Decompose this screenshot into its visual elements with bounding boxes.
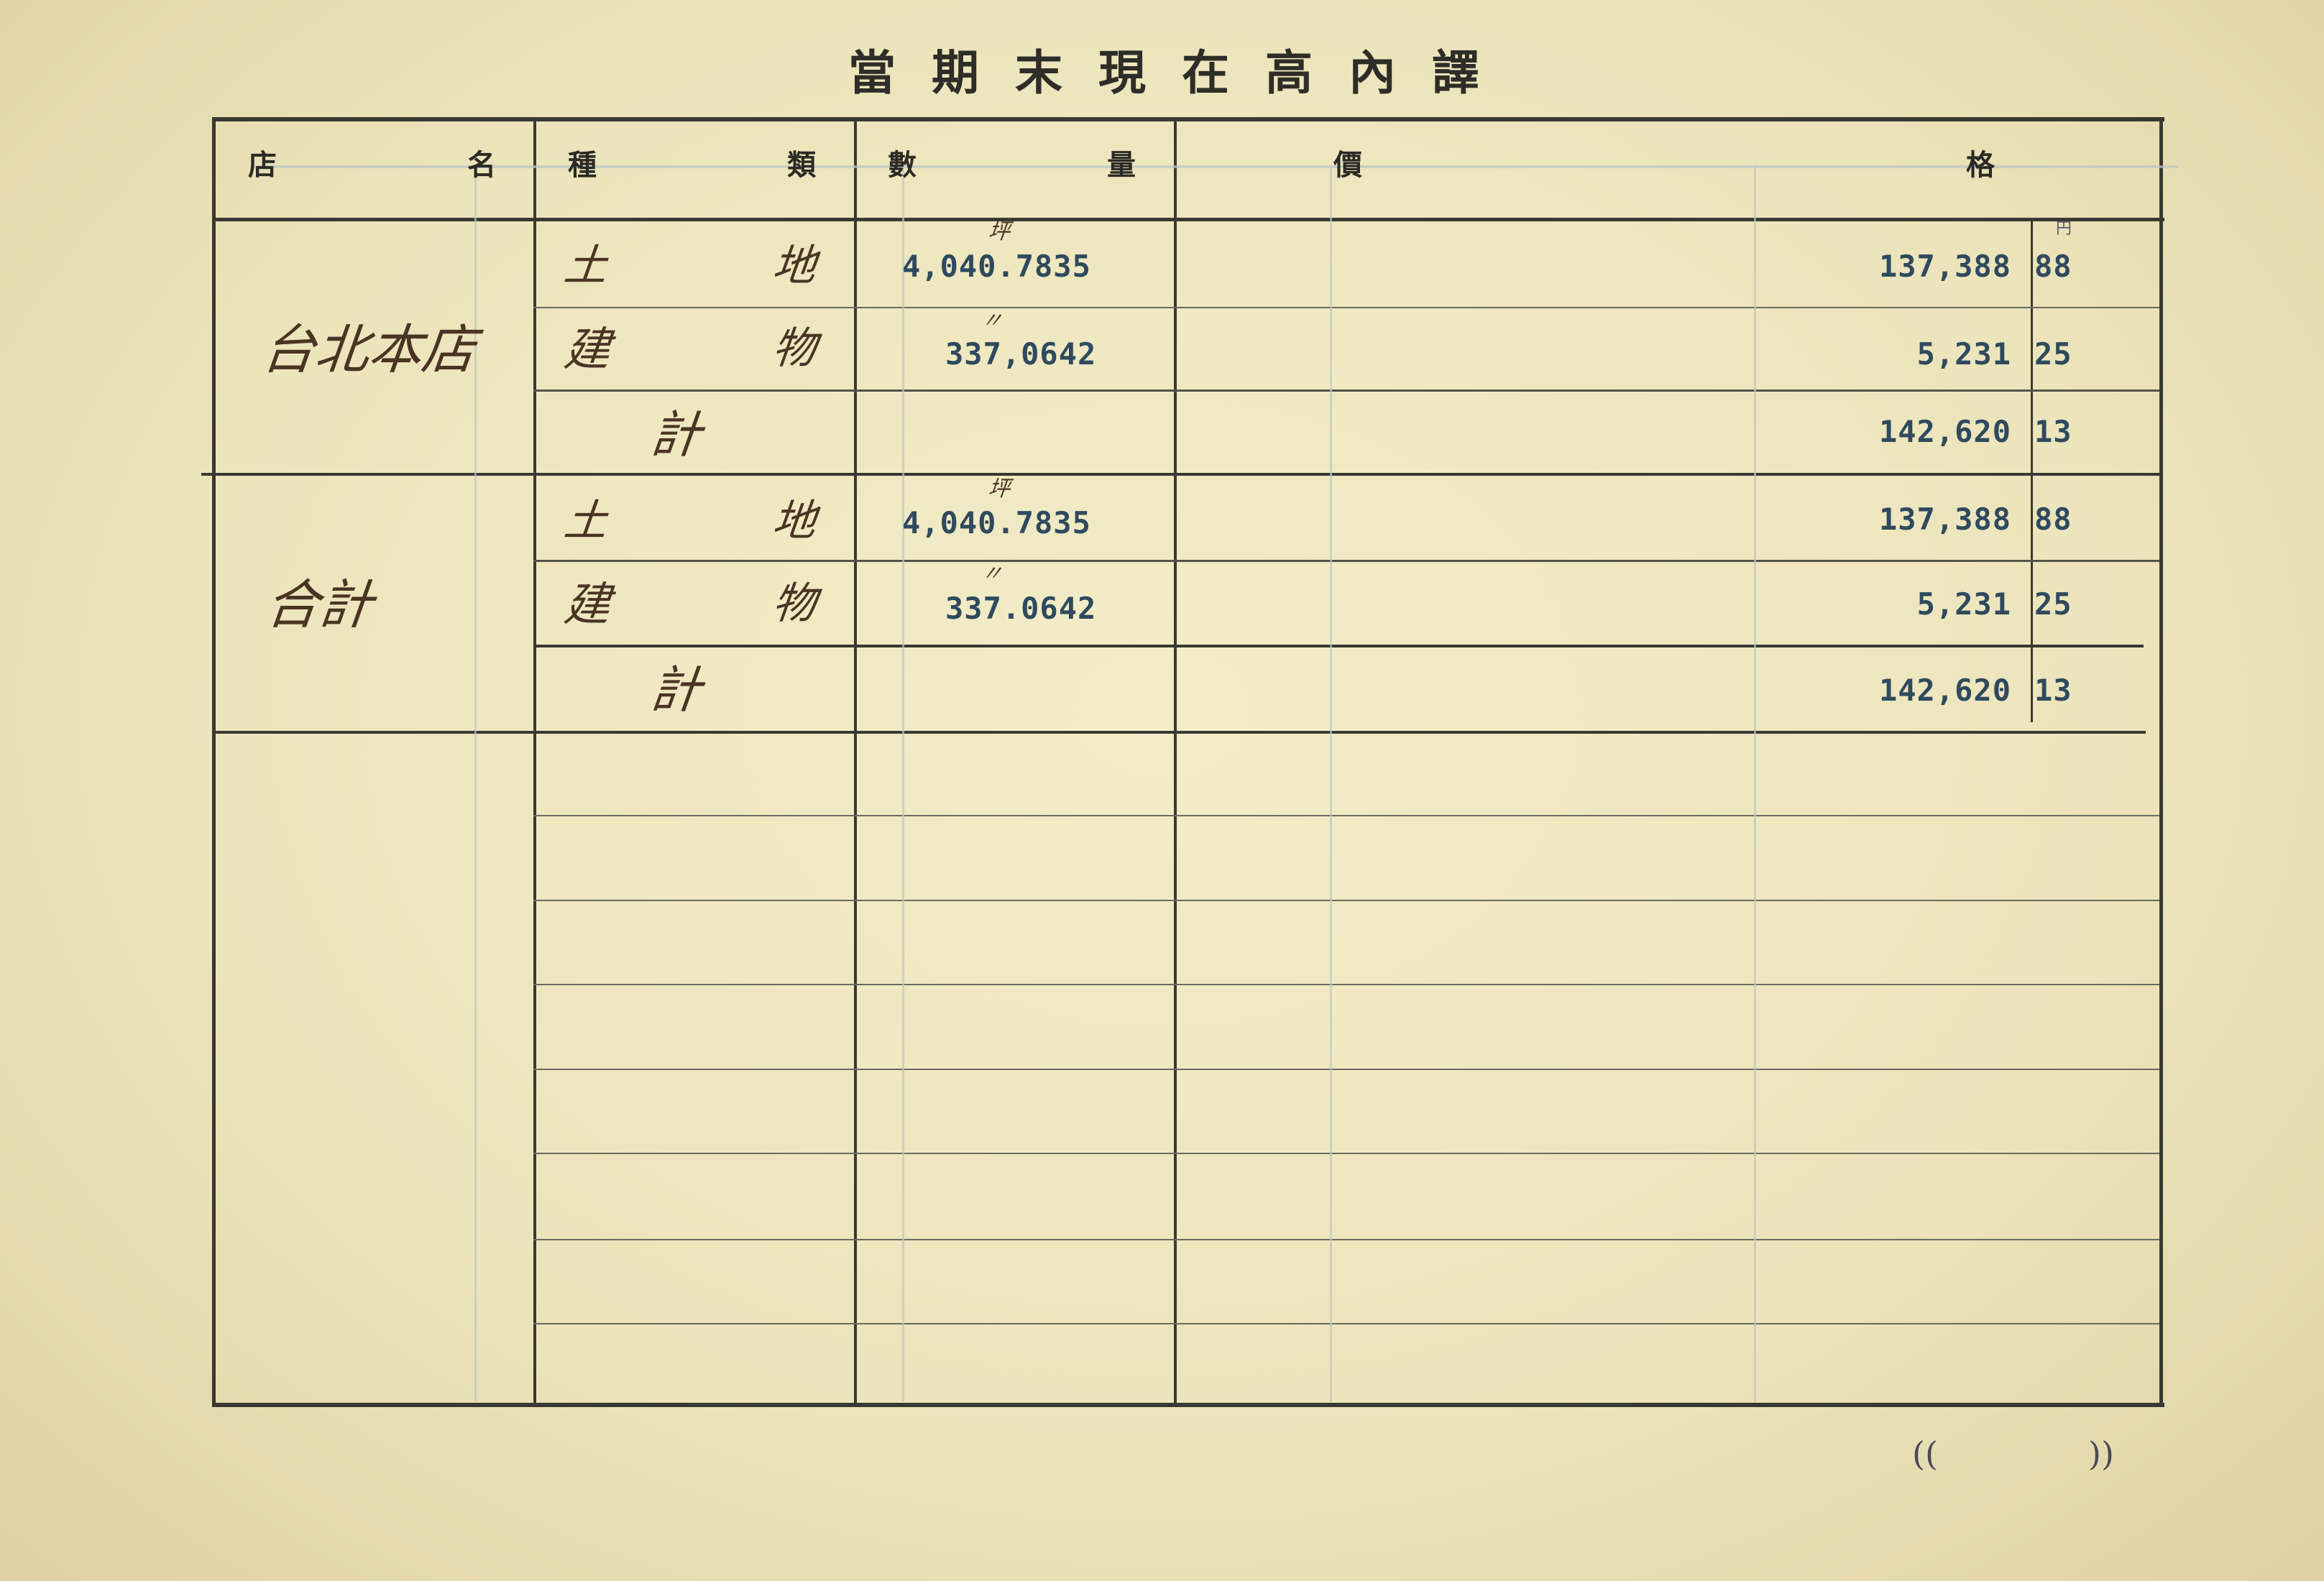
- subtotal-label: 計: [647, 405, 704, 464]
- type-label: 物: [770, 579, 819, 629]
- subtotal-label: 計: [647, 660, 704, 719]
- row-line: [533, 645, 2144, 647]
- bleed-through-line: [474, 165, 477, 1401]
- table-right-border: [2159, 117, 2163, 1407]
- price-sen: 88: [2034, 502, 2072, 537]
- type-label: 土: [561, 496, 610, 546]
- section-line: [201, 473, 2159, 476]
- header-separator: [212, 218, 2164, 221]
- price-sen: 25: [2034, 336, 2072, 372]
- row-line: [533, 1323, 2159, 1324]
- header-store: 名: [467, 148, 496, 182]
- bleed-through-line: [1754, 165, 1756, 1401]
- price-yen: 5,231: [1916, 586, 2011, 622]
- footer-paren-open: ((: [1912, 1434, 1938, 1473]
- unit-mark: 〃: [980, 561, 1004, 586]
- header-price: 格: [1966, 148, 1995, 182]
- header-price: 價: [1333, 148, 1362, 182]
- table-left-border: [212, 117, 216, 1407]
- price-sen: 13: [2034, 673, 2072, 708]
- store-name: 台北本店: [259, 319, 479, 381]
- row-line: [533, 815, 2159, 816]
- type-label: 地: [770, 241, 819, 291]
- header-quantity: 量: [1107, 148, 1136, 182]
- sen-divider: [2031, 219, 2033, 722]
- row-line: [533, 560, 2159, 562]
- quantity-value: 4,040.7835: [902, 505, 1091, 540]
- header-store: 店: [248, 148, 277, 182]
- row-line: [533, 307, 2159, 308]
- column-divider: [1174, 117, 1177, 1407]
- type-label: 地: [770, 496, 819, 546]
- unit-mark: 〃: [980, 308, 1004, 333]
- column-divider: [854, 117, 857, 1407]
- header-quantity: 數: [888, 148, 917, 182]
- column-divider: [533, 117, 536, 1407]
- unit-mark: 坪: [987, 219, 1011, 244]
- price-yen: 5,231: [1916, 336, 2011, 372]
- bleed-through-line: [252, 165, 2178, 168]
- bleed-through-line: [902, 165, 904, 1401]
- row-line: [533, 1239, 2159, 1240]
- type-label: 建: [561, 579, 613, 632]
- price-yen: 142,620: [1878, 414, 2011, 449]
- type-label: 土: [561, 241, 610, 291]
- row-line: [533, 1153, 2159, 1154]
- table-top-border: [212, 117, 2164, 121]
- quantity-value: 337.0642: [945, 591, 1097, 626]
- row-line: [533, 1069, 2159, 1070]
- footer-paren-close: )): [2088, 1434, 2114, 1473]
- price-sen: 13: [2034, 414, 2072, 449]
- type-label: 建: [561, 323, 613, 377]
- row-line: [533, 900, 2159, 901]
- quantity-value: 337,0642: [945, 336, 1097, 372]
- bleed-through-line: [1330, 165, 1332, 1401]
- currency-mark: 円: [2056, 220, 2072, 238]
- price-sen: 88: [2034, 249, 2072, 284]
- header-type: 類: [787, 148, 816, 182]
- price-yen: 137,388: [1878, 502, 2011, 537]
- section-line: [212, 731, 2146, 734]
- page-title: 當期末現在高內譯: [848, 45, 1515, 101]
- price-sen: 25: [2034, 586, 2072, 622]
- row-line: [533, 390, 2159, 392]
- table-bottom-border: [212, 1403, 2164, 1407]
- header-type: 種: [568, 148, 597, 182]
- store-name: 合計: [262, 574, 376, 636]
- price-yen: 142,620: [1878, 673, 2011, 708]
- type-label: 物: [770, 323, 819, 374]
- unit-mark: 坪: [987, 476, 1011, 502]
- row-line: [533, 984, 2159, 985]
- quantity-value: 4,040.7835: [902, 249, 1091, 284]
- price-yen: 137,388: [1878, 249, 2011, 284]
